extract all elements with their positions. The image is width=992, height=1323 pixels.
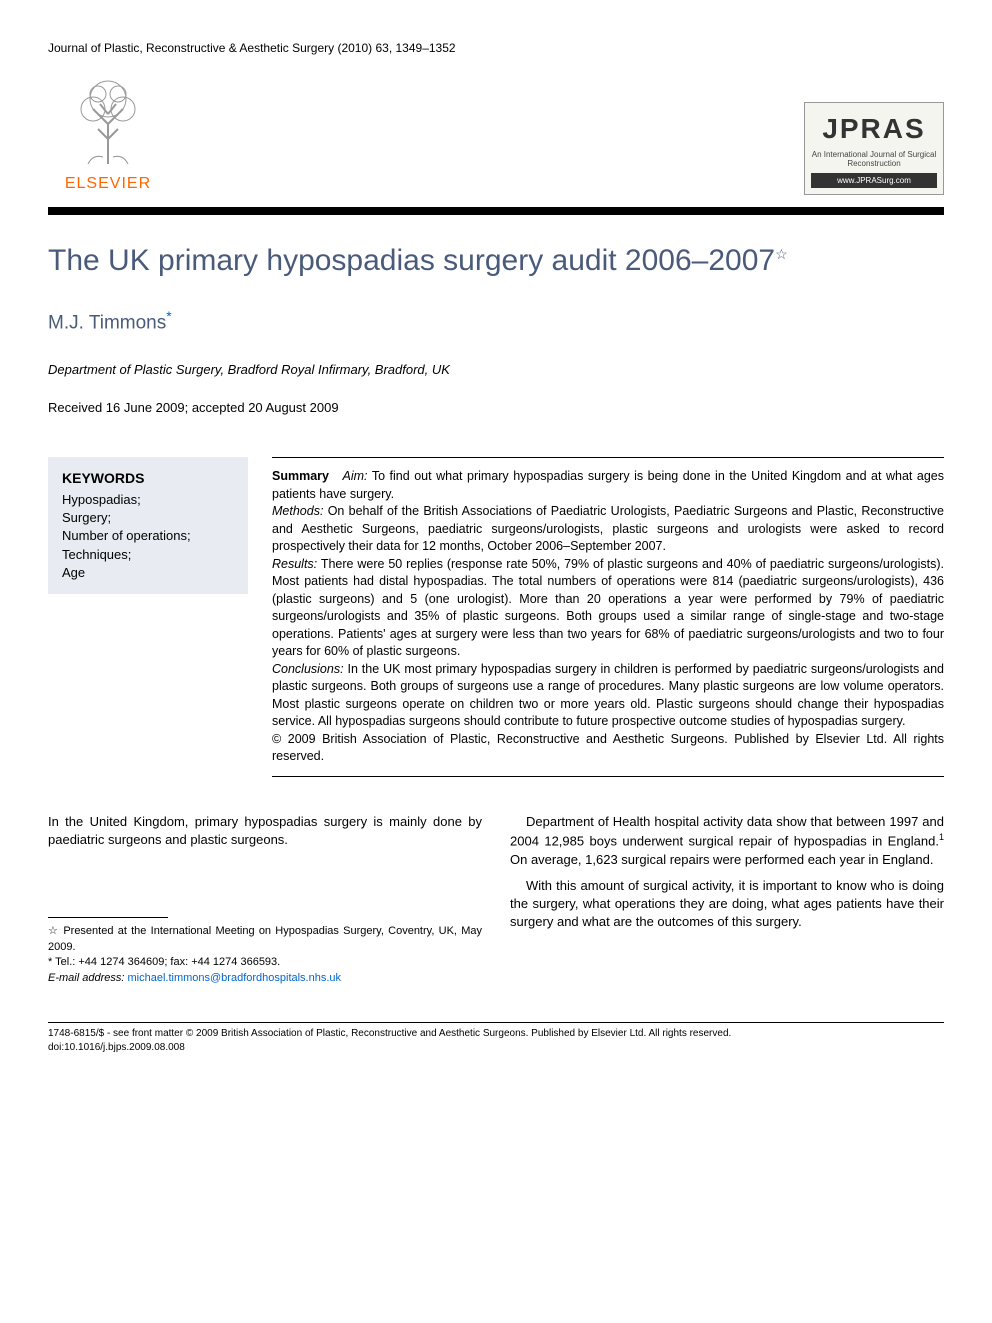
reference-marker[interactable]: 1: [939, 832, 944, 842]
conclusions-label: Conclusions:: [272, 662, 344, 676]
keyword-item: Techniques;: [62, 546, 234, 564]
results-label: Results:: [272, 557, 317, 571]
journal-reference: Journal of Plastic, Reconstructive & Aes…: [48, 40, 944, 57]
keywords-box: KEYWORDS Hypospadias; Surgery; Number of…: [48, 457, 248, 594]
methods-label: Methods:: [272, 504, 323, 518]
elsevier-tree-icon: [58, 69, 158, 169]
bottom-rule: [48, 1022, 944, 1023]
header-logos-row: ELSEVIER JPRAS An International Journal …: [48, 69, 944, 195]
jpras-logo-block: JPRAS An International Journal of Surgic…: [804, 102, 944, 196]
header-rule: [48, 207, 944, 215]
footnote-corr-marker: *: [48, 956, 52, 968]
keyword-item: Number of operations;: [62, 527, 234, 545]
body-columns: In the United Kingdom, primary hypospadi…: [48, 813, 944, 998]
jpras-abbrev: JPRAS: [811, 109, 937, 148]
elsevier-name: ELSEVIER: [65, 173, 151, 195]
keyword-item: Age: [62, 564, 234, 582]
author-corr-marker[interactable]: *: [166, 308, 171, 324]
aim-label: Aim:: [343, 469, 368, 483]
results-text: There were 50 replies (response rate 50%…: [272, 557, 944, 659]
bottom-meta: 1748-6815/$ - see front matter © 2009 Br…: [48, 1027, 944, 1055]
footnote-rule: [48, 917, 168, 918]
summary-lead: Summary: [272, 469, 329, 483]
body-column-left: In the United Kingdom, primary hypospadi…: [48, 813, 482, 998]
article-dates: Received 16 June 2009; accepted 20 Augus…: [48, 399, 944, 417]
jpras-subtitle: An International Journal of Surgical Rec…: [811, 150, 937, 169]
jpras-url[interactable]: www.JPRASurg.com: [811, 173, 937, 188]
body-paragraph: With this amount of surgical activity, i…: [510, 877, 944, 932]
footnote-corr-text: Tel.: +44 1274 364609; fax: +44 1274 366…: [55, 956, 280, 968]
aim-text: To find out what primary hypospadias sur…: [272, 469, 944, 501]
footnote-email: E-mail address: michael.timmons@bradford…: [48, 971, 482, 986]
keyword-item: Surgery;: [62, 509, 234, 527]
doi-line: doi:10.1016/j.bjps.2009.08.008: [48, 1041, 944, 1055]
body-column-right: Department of Health hospital activity d…: [510, 813, 944, 998]
author-name: M.J. Timmons: [48, 313, 166, 334]
summary-abstract: Summary Aim: To find out what primary hy…: [272, 457, 944, 777]
keywords-heading: KEYWORDS: [62, 469, 234, 489]
summary-bottom-rule: [272, 776, 944, 777]
conclusions-text: In the UK most primary hypospadias surge…: [272, 662, 944, 729]
affiliation: Department of Plastic Surgery, Bradford …: [48, 361, 944, 379]
footnote-presentation: ☆ Presented at the International Meeting…: [48, 924, 482, 955]
body-paragraph: Department of Health hospital activity d…: [510, 813, 944, 869]
footnotes-block: ☆ Presented at the International Meeting…: [48, 924, 482, 986]
title-text: The UK primary hypospadias surgery audit…: [48, 244, 775, 277]
body-text-b: On average, 1,623 surgical repairs were …: [510, 852, 933, 867]
summary-top-rule: [272, 457, 944, 458]
author-line: M.J. Timmons*: [48, 307, 944, 337]
keywords-summary-row: KEYWORDS Hypospadias; Surgery; Number of…: [48, 457, 944, 777]
elsevier-logo-block: ELSEVIER: [48, 69, 168, 195]
issn-copyright-line: 1748-6815/$ - see front matter © 2009 Br…: [48, 1027, 944, 1041]
email-label: E-mail address:: [48, 972, 124, 984]
footnote-correspondence: * Tel.: +44 1274 364609; fax: +44 1274 3…: [48, 955, 482, 970]
article-title: The UK primary hypospadias surgery audit…: [48, 243, 944, 279]
footnote-star-icon: ☆: [48, 925, 59, 937]
title-note-marker: ☆: [775, 246, 788, 262]
body-paragraph: In the United Kingdom, primary hypospadi…: [48, 813, 482, 849]
body-text-a: Department of Health hospital activity d…: [510, 814, 944, 849]
methods-text: On behalf of the British Associations of…: [272, 504, 944, 553]
summary-copyright: © 2009 British Association of Plastic, R…: [272, 732, 944, 764]
email-link[interactable]: michael.timmons@bradfordhospitals.nhs.uk: [127, 972, 341, 984]
keyword-item: Hypospadias;: [62, 491, 234, 509]
footnote-note-text: Presented at the International Meeting o…: [48, 925, 482, 952]
